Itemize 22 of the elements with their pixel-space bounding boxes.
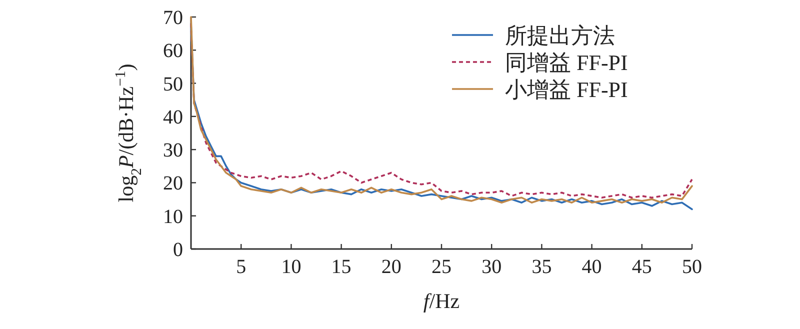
y-tick-label: 0 [173, 239, 183, 261]
x-tick-label: 40 [582, 256, 602, 278]
x-tick-label: 30 [482, 256, 502, 278]
y-tick-label: 20 [163, 172, 183, 195]
x-tick-label: 15 [331, 256, 352, 278]
x-tick-label: 25 [432, 256, 452, 278]
x-tick-label: 20 [381, 256, 402, 278]
y-tick-label: 50 [163, 73, 183, 96]
legend-label: 同增益 FF-PI [505, 50, 628, 75]
x-tick-label: 5 [236, 256, 246, 278]
y-tick-label: 70 [163, 7, 183, 29]
legend-label: 小增益 FF-PI [505, 77, 628, 102]
x-tick-label: 50 [682, 256, 702, 278]
x-axis-title: f/Hz [423, 289, 460, 313]
y-tick-label: 10 [163, 206, 183, 228]
x-tick-label: 45 [632, 256, 652, 278]
x-tick-label: 10 [281, 256, 302, 278]
x-tick-label: 35 [532, 256, 552, 278]
y-tick-label: 40 [163, 106, 183, 128]
legend-label: 所提出方法 [505, 23, 615, 48]
y-tick-label: 30 [163, 140, 183, 162]
y-tick-label: 60 [163, 40, 183, 62]
